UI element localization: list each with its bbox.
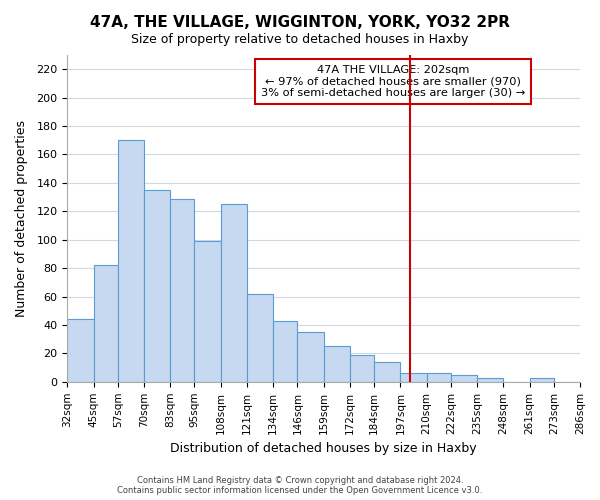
Bar	[427, 374, 451, 382]
Bar	[530, 378, 554, 382]
Bar	[118, 140, 144, 382]
Text: Size of property relative to detached houses in Haxby: Size of property relative to detached ho…	[131, 32, 469, 46]
Bar	[170, 198, 194, 382]
Bar	[350, 355, 374, 382]
Bar	[94, 266, 118, 382]
Bar	[247, 294, 273, 382]
Bar	[451, 374, 477, 382]
Text: 47A THE VILLAGE: 202sqm
← 97% of detached houses are smaller (970)
3% of semi-de: 47A THE VILLAGE: 202sqm ← 97% of detache…	[261, 65, 525, 98]
Bar	[374, 362, 400, 382]
Bar	[400, 374, 427, 382]
Bar	[221, 204, 247, 382]
Y-axis label: Number of detached properties: Number of detached properties	[15, 120, 28, 317]
X-axis label: Distribution of detached houses by size in Haxby: Distribution of detached houses by size …	[170, 442, 477, 455]
Bar	[273, 320, 298, 382]
Text: Contains HM Land Registry data © Crown copyright and database right 2024.
Contai: Contains HM Land Registry data © Crown c…	[118, 476, 482, 495]
Bar	[67, 320, 94, 382]
Bar	[323, 346, 350, 382]
Bar	[194, 241, 221, 382]
Text: 47A, THE VILLAGE, WIGGINTON, YORK, YO32 2PR: 47A, THE VILLAGE, WIGGINTON, YORK, YO32 …	[90, 15, 510, 30]
Bar	[477, 378, 503, 382]
Bar	[298, 332, 323, 382]
Bar	[144, 190, 170, 382]
